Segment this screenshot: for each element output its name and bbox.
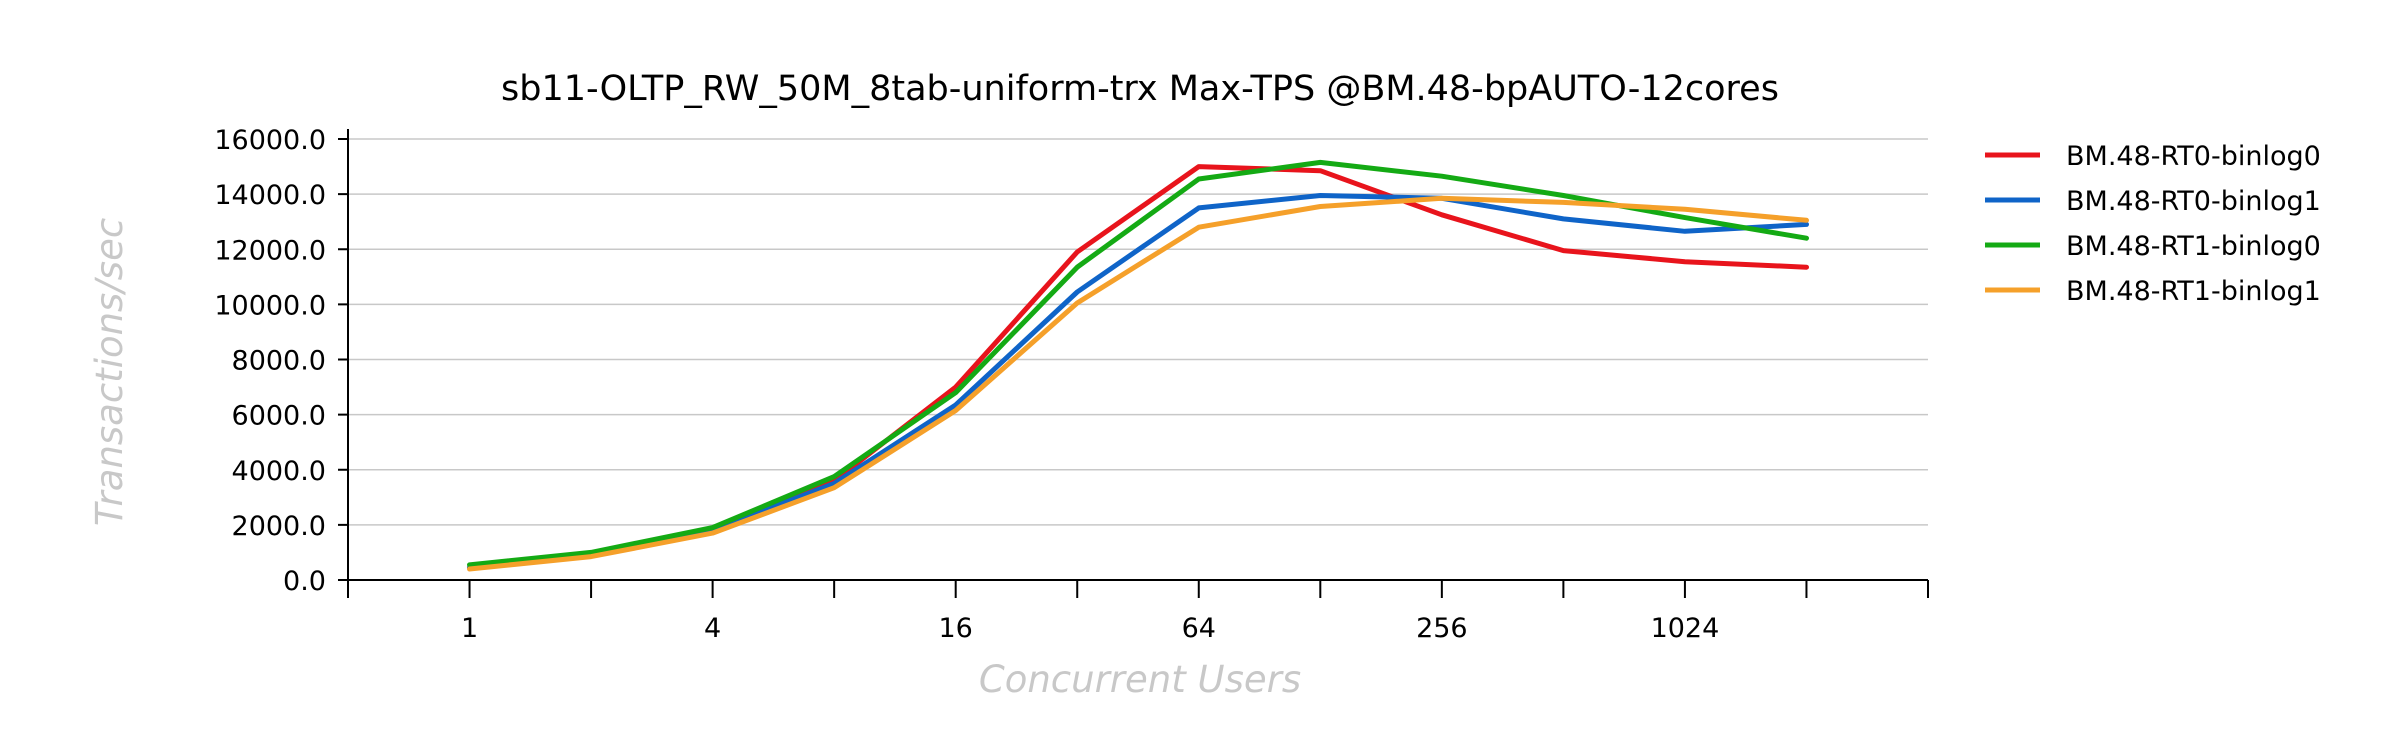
y-axis-title: Transactions/sec xyxy=(88,218,131,526)
gridlines xyxy=(348,138,1928,581)
x-tick-label: 256 xyxy=(1416,613,1468,644)
y-tick-label: 14000.0 xyxy=(214,180,326,211)
x-axis-title: Concurrent Users xyxy=(979,658,1301,701)
y-axis-ticks: 0.0 2000.0 4000.0 6000.0 8000.0 10000.0 12000.… xyxy=(214,125,348,597)
y-tick-label: 0.0 xyxy=(283,566,326,597)
x-tick-label: 1024 xyxy=(1651,613,1720,644)
axes xyxy=(347,129,1928,581)
legend-item: BM.48-RT0-binlog1 xyxy=(1985,186,2321,217)
y-tick-label: 12000.0 xyxy=(214,235,326,266)
y-tick-label: 6000.0 xyxy=(232,401,326,432)
legend: BM.48-RT0-binlog0 BM.48-RT0-binlog1 BM.48-… xyxy=(1985,141,2321,307)
legend-label: BM.48-RT1-binlog1 xyxy=(2066,276,2321,307)
y-tick-label: 2000.0 xyxy=(232,511,326,542)
series-line-bm-48-rt1-binlog0 xyxy=(467,159,1809,568)
legend-label: BM.48-RT0-binlog1 xyxy=(2066,186,2321,217)
series-line-bm-48-rt0-binlog1 xyxy=(467,193,1809,571)
series-lines xyxy=(467,159,1809,572)
x-axis-ticks: 1 4 16 64 256 1024 xyxy=(347,580,1929,644)
chart-title: sb11-OLTP_RW_50M_8tab-uniform-trx Max-TP… xyxy=(501,69,1779,109)
legend-item: BM.48-RT0-binlog0 xyxy=(1985,141,2321,172)
legend-label: BM.48-RT1-binlog0 xyxy=(2066,231,2321,262)
x-tick-label: 4 xyxy=(704,613,721,644)
x-tick-label: 16 xyxy=(939,613,973,644)
y-tick-label: 8000.0 xyxy=(232,346,326,377)
legend-label: BM.48-RT0-binlog0 xyxy=(2066,141,2321,172)
y-tick-label: 4000.0 xyxy=(232,456,326,487)
legend-item: BM.48-RT1-binlog1 xyxy=(1985,276,2321,307)
legend-item: BM.48-RT1-binlog0 xyxy=(1985,231,2321,262)
y-tick-label: 16000.0 xyxy=(214,125,326,156)
x-tick-label: 64 xyxy=(1182,613,1216,644)
y-tick-label: 10000.0 xyxy=(214,290,326,321)
x-tick-label: 1 xyxy=(461,613,478,644)
series-line-bm-48-rt0-binlog0 xyxy=(467,164,1809,571)
series-line-bm-48-rt1-binlog1 xyxy=(467,195,1809,572)
